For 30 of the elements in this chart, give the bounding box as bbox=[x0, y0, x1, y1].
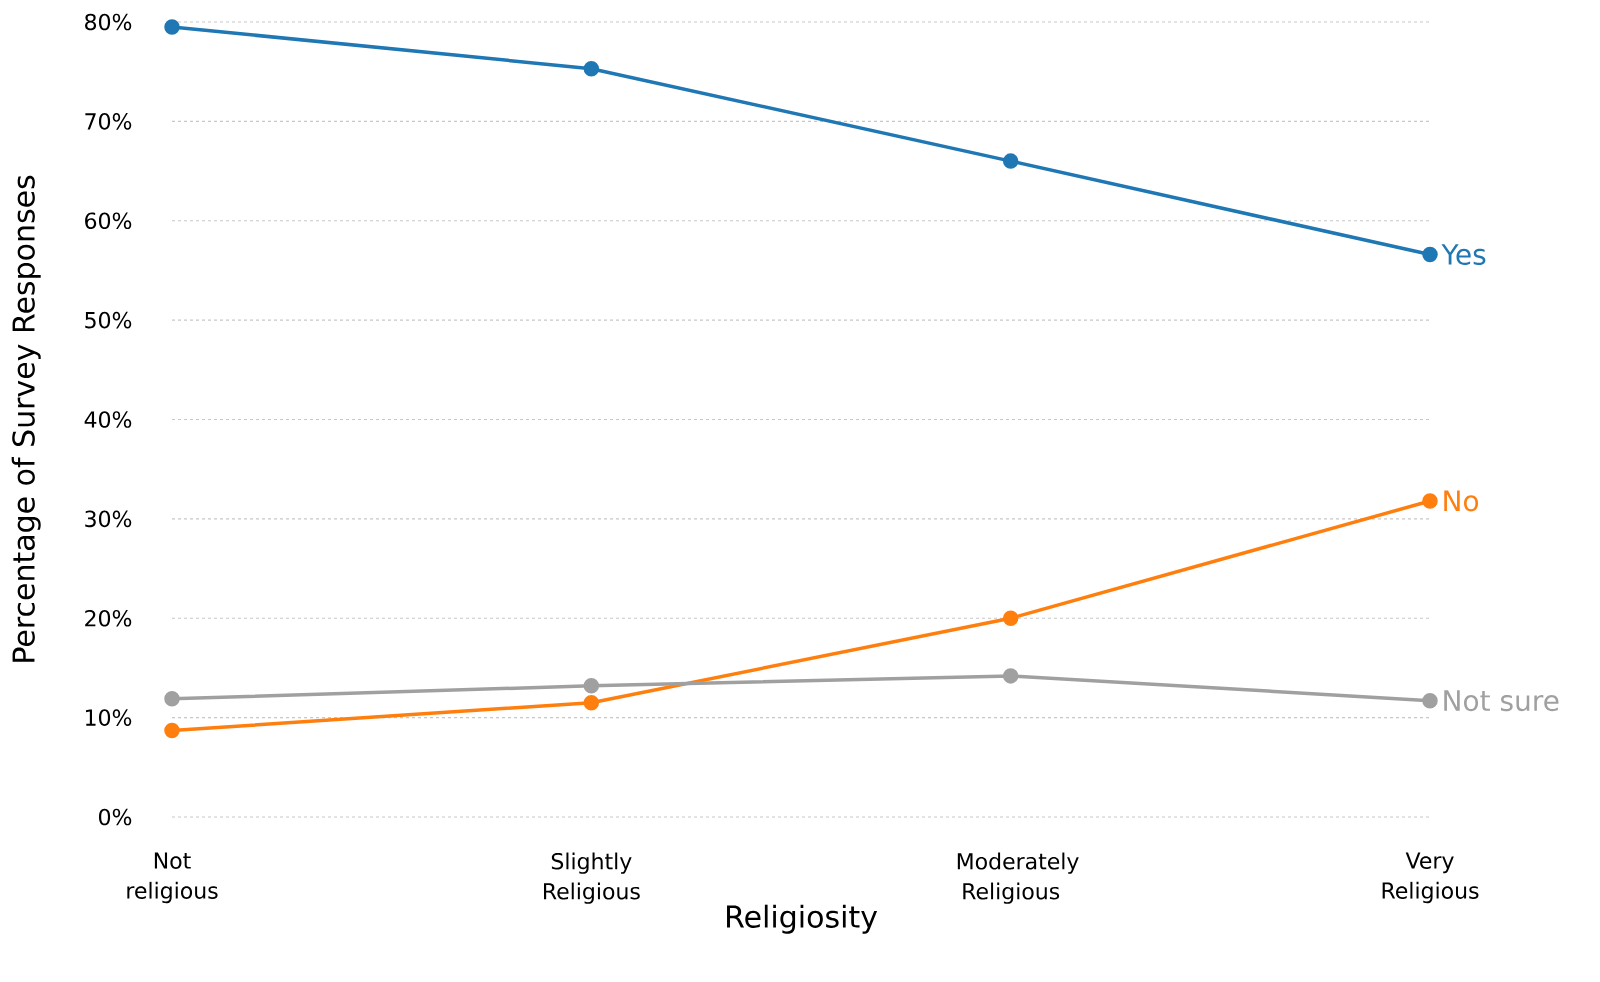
y-tick-label: 10% bbox=[85, 709, 132, 726]
y-tick-label: 30% bbox=[85, 510, 132, 528]
point bbox=[583, 678, 600, 694]
series-label: No bbox=[1444, 490, 1479, 512]
point bbox=[583, 60, 600, 77]
point bbox=[1002, 610, 1019, 626]
point bbox=[1002, 153, 1019, 169]
point bbox=[583, 694, 600, 711]
y-tick-label: 70% bbox=[85, 113, 132, 130]
y-tick-label: 20% bbox=[85, 609, 132, 627]
series-label: Not sure bbox=[1444, 690, 1559, 712]
x-tick-label: Not religious bbox=[127, 852, 218, 904]
series-label: Yes bbox=[1441, 244, 1486, 265]
point bbox=[1422, 493, 1438, 509]
y-tick-label: 50% bbox=[85, 311, 132, 329]
point bbox=[1422, 246, 1438, 263]
x-tick-label: Very Religious bbox=[1382, 852, 1479, 904]
y-tick-label: 0% bbox=[99, 808, 132, 826]
y-tick-label: 60% bbox=[85, 212, 132, 230]
x-tick-label: Moderately Religious bbox=[957, 852, 1079, 904]
x-tick-label: Slightly Religious bbox=[544, 852, 640, 904]
point bbox=[164, 722, 180, 739]
point bbox=[1422, 692, 1438, 709]
point bbox=[164, 690, 180, 707]
point bbox=[1002, 668, 1019, 684]
y-axis-title: Percentage of Survey Responses bbox=[11, 175, 41, 662]
y-tick-label: 40% bbox=[84, 411, 132, 428]
point bbox=[164, 19, 180, 35]
y-tick-label: 80% bbox=[85, 13, 132, 31]
x-axis-title: Religiosity bbox=[727, 904, 878, 934]
